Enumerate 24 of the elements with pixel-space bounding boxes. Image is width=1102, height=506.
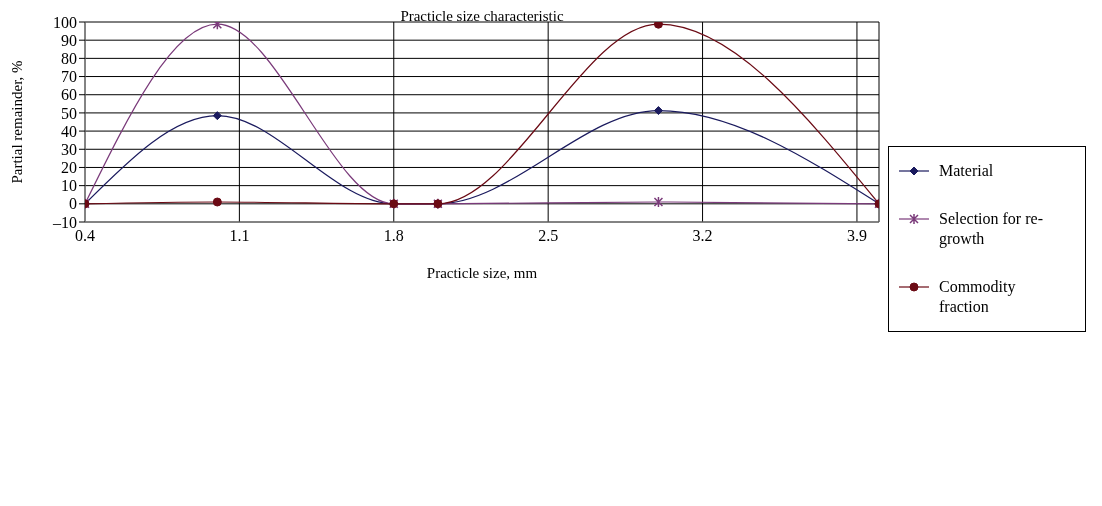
y-tick-label: 0 (69, 195, 77, 213)
x-tick-label: 1.1 (229, 227, 250, 245)
y-tick-label: 60 (61, 86, 77, 104)
y-tick-label: 70 (61, 68, 77, 86)
y-tick-label: 40 (61, 122, 77, 140)
legend-label: Selection for re-growth (939, 209, 1044, 249)
y-tick-label: –10 (52, 213, 77, 231)
chart-title: Practicle size characteristic (399, 8, 565, 25)
y-tick-label: 50 (61, 104, 77, 122)
y-axis-title: Partial remainder, % (9, 60, 26, 184)
y-tick-label: 30 (61, 140, 77, 158)
x-tick-label: 3.9 (846, 227, 867, 245)
x-axis-title: Practicle size, mm (426, 265, 538, 281)
y-tick-label: 20 (61, 159, 77, 177)
y-tick-label: 10 (61, 177, 77, 195)
x-tick-label: 2.5 (538, 227, 559, 245)
legend-label: Material (939, 161, 995, 181)
y-tick-label: 100 (53, 13, 77, 31)
y-tick-label: 90 (61, 31, 77, 49)
x-tick-label: 1.8 (383, 227, 404, 245)
legend-label: Commodity fraction (939, 277, 1017, 317)
y-tick-label: 80 (61, 50, 77, 68)
x-tick-label: 3.2 (692, 227, 713, 245)
x-tick-label: 0.4 (75, 227, 95, 245)
